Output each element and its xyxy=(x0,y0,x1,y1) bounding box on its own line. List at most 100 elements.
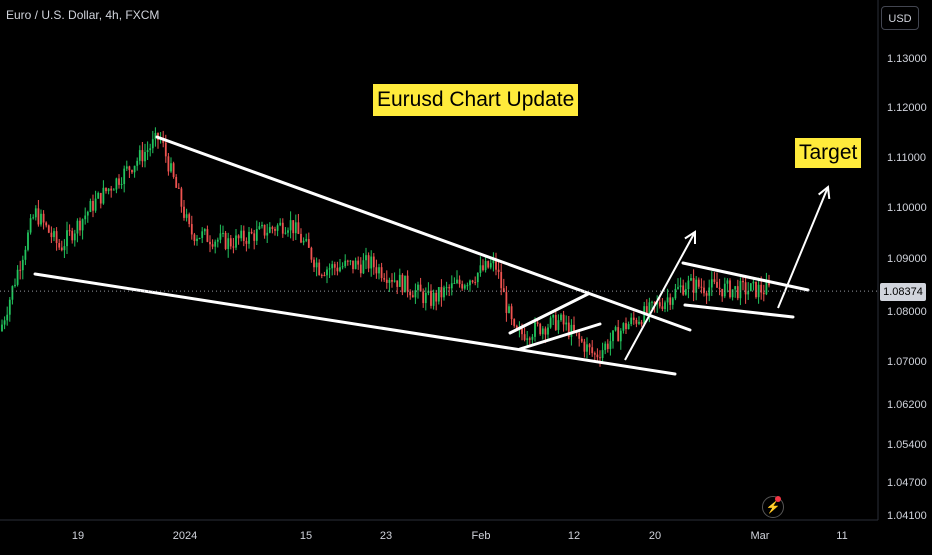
candle-body xyxy=(222,232,224,234)
candle-body xyxy=(755,281,757,298)
candle-body xyxy=(79,220,81,231)
candle-body xyxy=(422,291,425,304)
trendline[interactable] xyxy=(33,272,677,376)
x-tick-label: 12 xyxy=(568,530,580,542)
candle-body xyxy=(692,278,695,293)
candle-body xyxy=(190,224,193,235)
candle-body xyxy=(401,274,404,293)
candle-body xyxy=(541,328,544,335)
y-tick-label: 1.04100 xyxy=(887,510,927,522)
candle-body xyxy=(37,208,40,225)
candle-body xyxy=(242,230,245,241)
candle-body xyxy=(206,229,209,242)
candle-body xyxy=(354,260,357,270)
y-tick-label: 1.09000 xyxy=(887,253,927,265)
candle-body xyxy=(671,298,674,305)
candle-body xyxy=(276,225,279,231)
x-tick-label: 19 xyxy=(72,530,84,542)
candle-body xyxy=(684,289,687,295)
candle-body xyxy=(640,321,643,325)
candle-body xyxy=(396,280,399,287)
candle-body xyxy=(450,283,453,289)
arrow-line[interactable] xyxy=(624,231,696,361)
candle-body xyxy=(367,255,370,269)
candle-body xyxy=(461,284,464,289)
arrow-head xyxy=(684,230,697,245)
candle-body xyxy=(55,231,58,244)
candle-body xyxy=(112,189,115,191)
candle-body xyxy=(736,286,739,299)
candle-body xyxy=(123,168,126,185)
candle-body xyxy=(180,188,183,207)
arrow-head xyxy=(818,185,831,200)
candle-body xyxy=(521,328,523,335)
candle-body xyxy=(120,184,123,186)
candle-body xyxy=(8,299,11,315)
trendline[interactable] xyxy=(683,303,795,319)
candle-body xyxy=(331,264,334,269)
lightning-icon[interactable]: ⚡ xyxy=(762,496,784,518)
candle-body xyxy=(307,239,310,248)
candle-body xyxy=(71,230,74,241)
candle-body xyxy=(141,150,144,162)
candle-body xyxy=(391,279,393,282)
candle-body xyxy=(697,279,700,287)
y-tick-label: 1.05400 xyxy=(887,439,927,451)
arrow-line[interactable] xyxy=(777,186,829,309)
candle-body xyxy=(336,267,339,272)
candle-body xyxy=(175,176,178,188)
candle-body xyxy=(762,292,765,295)
candle-body xyxy=(619,330,622,342)
trendline[interactable] xyxy=(508,292,590,335)
candle-body xyxy=(362,260,365,274)
candle-body xyxy=(341,266,344,268)
candle-body xyxy=(760,284,763,293)
candle-body xyxy=(105,187,107,192)
candle-body xyxy=(315,262,318,268)
candle-body xyxy=(99,193,102,204)
candle-body xyxy=(193,234,196,242)
y-tick-label: 1.12000 xyxy=(887,102,927,114)
candle-body xyxy=(3,320,6,325)
candle-body xyxy=(757,284,760,298)
candle-body xyxy=(86,211,89,216)
candle-body xyxy=(266,232,269,236)
candle-body xyxy=(302,240,305,243)
candle-body xyxy=(560,314,562,321)
candle-body xyxy=(34,208,37,218)
candle-body xyxy=(370,256,373,269)
candle-body xyxy=(294,222,297,234)
candle-body xyxy=(66,230,68,247)
candle-body xyxy=(250,231,253,234)
candle-body xyxy=(229,238,232,247)
candle-body xyxy=(648,302,651,314)
candle-body xyxy=(344,260,347,267)
currency-button[interactable]: USD xyxy=(881,6,919,30)
time-axis[interactable]: 19 2024 15 23 Feb 12 20 Mar 11 xyxy=(72,530,848,542)
candle-body xyxy=(287,230,289,233)
x-tick-label: 2024 xyxy=(173,530,197,542)
candle-body xyxy=(81,219,84,231)
candle-body xyxy=(731,289,734,298)
candle-body xyxy=(102,187,105,204)
candle-body xyxy=(300,233,302,243)
trendline-drawings xyxy=(33,135,831,376)
candle-body xyxy=(445,287,448,289)
candle-body xyxy=(365,255,367,261)
candle-body xyxy=(723,283,726,297)
trendline[interactable] xyxy=(518,322,602,351)
candle-body xyxy=(479,265,482,273)
candle-body xyxy=(500,271,503,289)
candle-body xyxy=(747,291,750,295)
trendline[interactable] xyxy=(155,135,692,332)
price-axis[interactable]: 1.13000 1.12000 1.11000 1.10000 1.09000 1.080… xyxy=(887,53,927,522)
candle-body xyxy=(411,295,414,298)
candle-body xyxy=(73,233,76,241)
candle-body xyxy=(19,269,22,271)
candle-body xyxy=(253,233,256,241)
candle-body xyxy=(474,282,477,284)
candle-body xyxy=(435,292,438,302)
candle-body xyxy=(14,284,16,287)
